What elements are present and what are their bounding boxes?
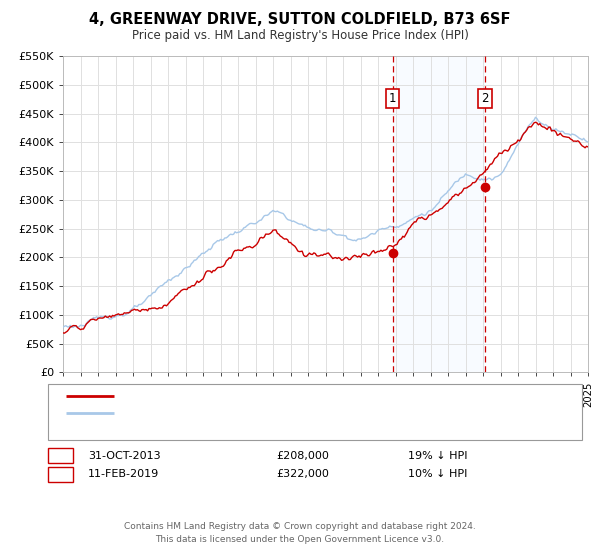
Text: 4, GREENWAY DRIVE, SUTTON COLDFIELD, B73 6SF (detached house): 4, GREENWAY DRIVE, SUTTON COLDFIELD, B73… bbox=[123, 391, 503, 402]
Text: Price paid vs. HM Land Registry's House Price Index (HPI): Price paid vs. HM Land Registry's House … bbox=[131, 29, 469, 42]
Text: 1: 1 bbox=[389, 92, 397, 105]
Text: £208,000: £208,000 bbox=[276, 451, 329, 461]
Text: £322,000: £322,000 bbox=[276, 469, 329, 479]
Text: 31-OCT-2013: 31-OCT-2013 bbox=[88, 451, 161, 461]
Text: 2: 2 bbox=[481, 92, 489, 105]
Text: 4, GREENWAY DRIVE, SUTTON COLDFIELD, B73 6SF: 4, GREENWAY DRIVE, SUTTON COLDFIELD, B73… bbox=[89, 12, 511, 27]
Text: Contains HM Land Registry data © Crown copyright and database right 2024.: Contains HM Land Registry data © Crown c… bbox=[124, 522, 476, 531]
Text: 10% ↓ HPI: 10% ↓ HPI bbox=[408, 469, 467, 479]
Text: 1: 1 bbox=[56, 449, 65, 463]
Text: 2: 2 bbox=[56, 468, 65, 481]
Text: This data is licensed under the Open Government Licence v3.0.: This data is licensed under the Open Gov… bbox=[155, 535, 445, 544]
Text: HPI: Average price, detached house, Birmingham: HPI: Average price, detached house, Birm… bbox=[123, 408, 392, 418]
Text: 19% ↓ HPI: 19% ↓ HPI bbox=[408, 451, 467, 461]
Bar bbox=[392, 56, 485, 372]
Text: 11-FEB-2019: 11-FEB-2019 bbox=[88, 469, 160, 479]
